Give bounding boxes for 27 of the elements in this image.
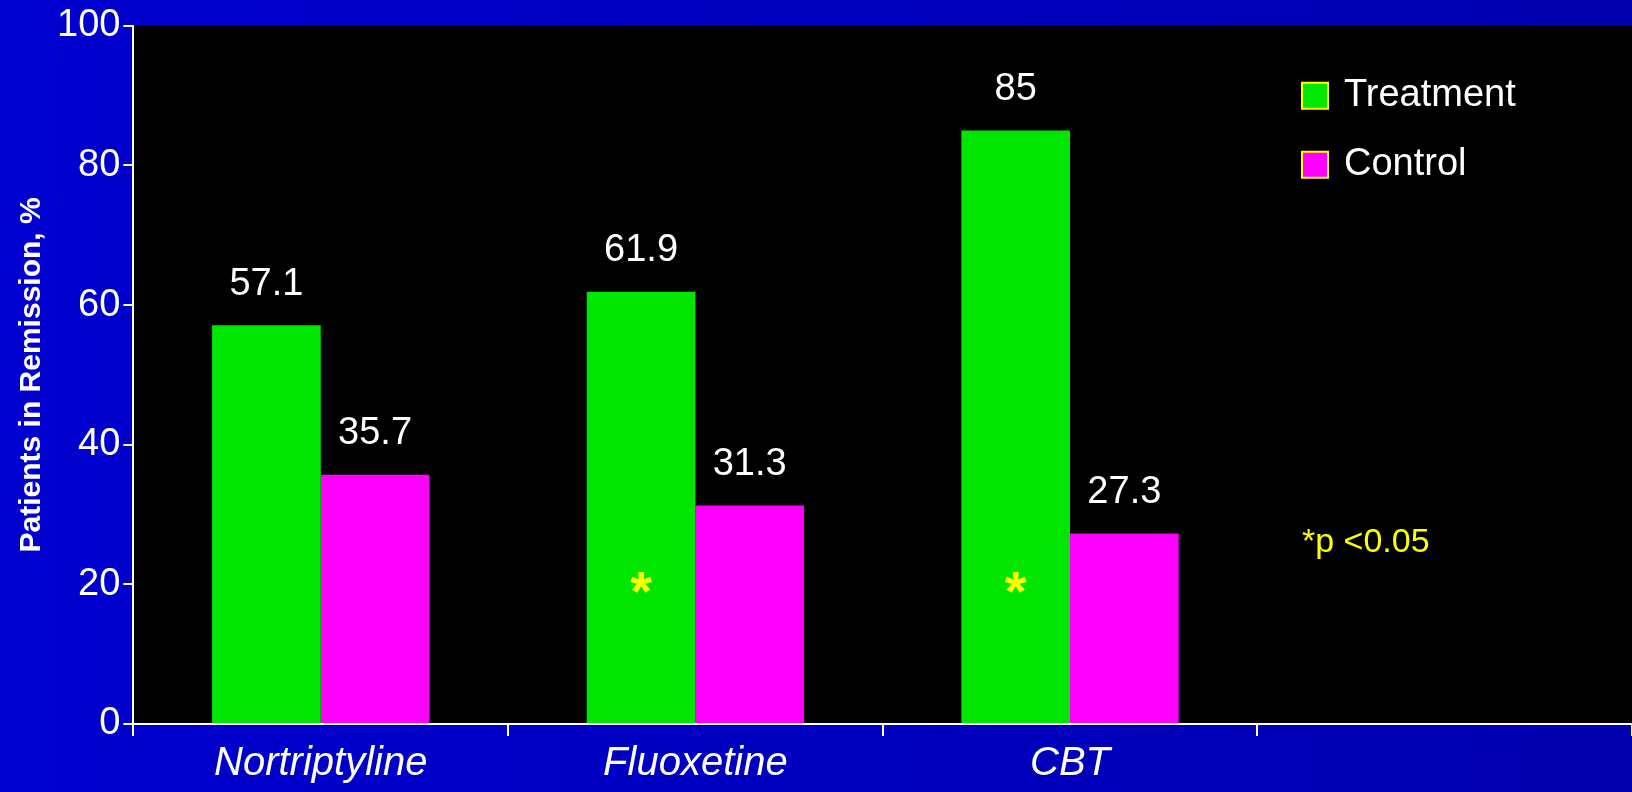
y-axis-title: Patients in Remission, % xyxy=(13,197,47,553)
bar xyxy=(212,325,321,723)
data-label: 27.3 xyxy=(1087,468,1162,511)
data-label: 85 xyxy=(994,66,1037,109)
x-tick-label: Fluoxetine xyxy=(603,739,788,784)
annotation: *p <0.05 xyxy=(1302,520,1430,559)
data-label: 61.9 xyxy=(604,227,679,270)
y-tick-label: 40 xyxy=(78,421,121,464)
x-tick-label: CBT xyxy=(1030,739,1113,784)
bar xyxy=(961,130,1071,723)
y-tick-label: 20 xyxy=(78,560,121,603)
y-tick-label: 100 xyxy=(57,2,121,45)
data-label: 31.3 xyxy=(712,440,787,483)
bar xyxy=(586,291,696,723)
data-label: 35.7 xyxy=(338,410,413,453)
data-label: 57.1 xyxy=(229,260,304,303)
annotation: * xyxy=(630,558,653,622)
y-tick-label: 0 xyxy=(99,700,121,743)
y-tick-label: 60 xyxy=(78,281,121,324)
x-tick-label: Nortriptyline xyxy=(214,739,428,784)
annotation: * xyxy=(1004,558,1027,622)
bar xyxy=(1070,533,1179,723)
bar xyxy=(320,474,430,723)
y-tick-label: 80 xyxy=(78,141,121,184)
bar xyxy=(695,505,805,723)
legend-label: Treatment xyxy=(1344,72,1517,115)
legend-label: Control xyxy=(1344,141,1467,184)
